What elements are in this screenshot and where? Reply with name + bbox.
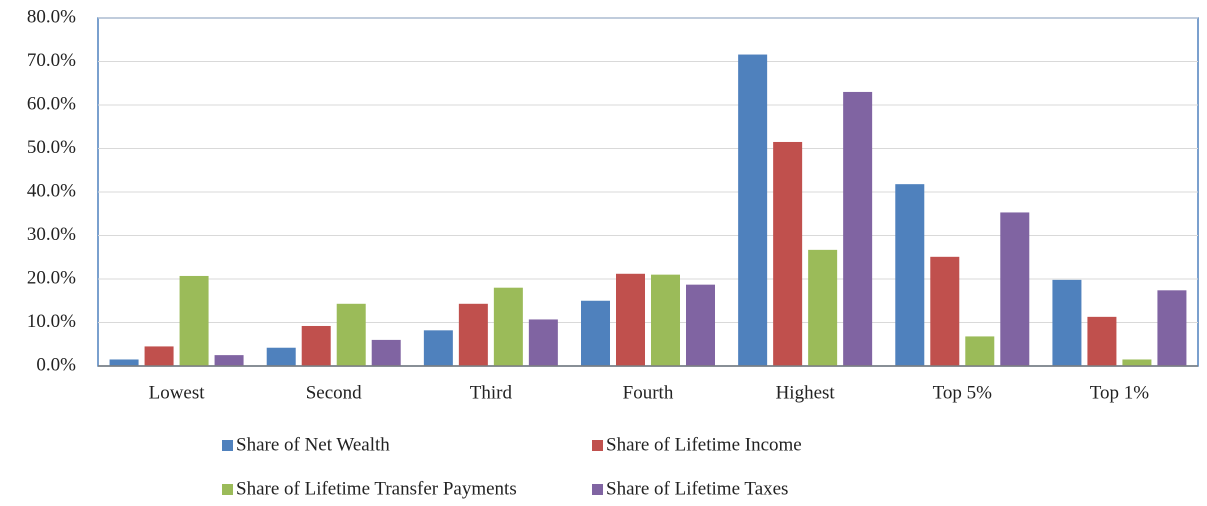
y-tick-label: 0.0%: [36, 354, 76, 375]
bar: [214, 355, 244, 366]
x-tick-label: Third: [470, 382, 513, 403]
legend-swatch: [592, 440, 603, 451]
legend-swatch: [592, 484, 603, 495]
bar: [1087, 316, 1117, 366]
bar: [616, 273, 645, 366]
bar: [179, 275, 209, 366]
y-tick-label: 40.0%: [27, 180, 76, 201]
bar: [581, 300, 610, 366]
bar: [895, 184, 925, 366]
bar: [1122, 359, 1152, 366]
bar: [144, 346, 174, 366]
bar: [301, 325, 331, 366]
bar: [808, 249, 838, 366]
y-tick-label: 20.0%: [27, 267, 76, 288]
bar: [930, 256, 960, 366]
legend-swatch: [222, 484, 233, 495]
y-tick-label: 10.0%: [27, 311, 76, 332]
bar: [686, 284, 715, 366]
y-tick-label: 30.0%: [27, 224, 76, 245]
bar: [965, 336, 995, 366]
bar: [738, 54, 768, 366]
y-tick-label: 60.0%: [27, 93, 76, 114]
bar: [458, 303, 488, 366]
y-tick-label: 70.0%: [27, 50, 76, 71]
legend-label: Share of Lifetime Income: [606, 434, 802, 455]
x-tick-label: Fourth: [623, 382, 674, 403]
bar: [266, 347, 296, 366]
x-tick-label: Top 1%: [1090, 382, 1150, 403]
bar: [1000, 212, 1030, 366]
bar: [371, 339, 401, 366]
legend-swatch: [222, 440, 233, 451]
x-tick-label: Highest: [776, 382, 836, 403]
bar: [109, 359, 139, 366]
bar: [1052, 279, 1082, 366]
bar: [1157, 290, 1187, 366]
bar: [651, 274, 680, 366]
bar: [423, 330, 453, 366]
bar: [843, 91, 873, 366]
bar: [773, 141, 803, 366]
bar: [336, 303, 366, 366]
bar: [493, 287, 523, 366]
bar: [528, 319, 558, 366]
x-tick-label: Lowest: [149, 382, 206, 403]
x-tick-label: Second: [306, 382, 362, 403]
legend-label: Share of Lifetime Transfer Payments: [236, 478, 517, 499]
legend-label: Share of Net Wealth: [236, 434, 390, 455]
legend-label: Share of Lifetime Taxes: [606, 478, 788, 499]
y-tick-label: 80.0%: [27, 6, 76, 27]
y-tick-label: 50.0%: [27, 137, 76, 158]
x-tick-label: Top 5%: [933, 382, 993, 403]
